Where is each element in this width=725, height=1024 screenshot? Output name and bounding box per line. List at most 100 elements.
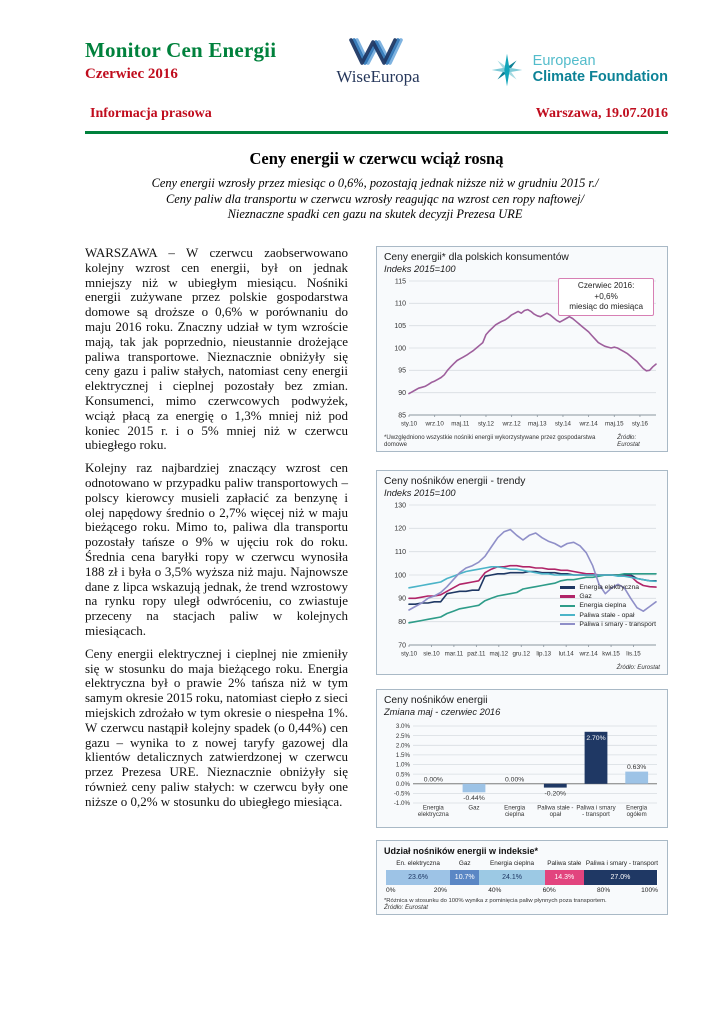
lead-line-2: Ceny paliw dla transportu w czerwcu wzro… <box>165 191 585 206</box>
report-title: Monitor Cen Energii <box>85 38 277 62</box>
weights-axis-tick: 20% <box>433 887 447 894</box>
svg-text:2.0%: 2.0% <box>396 742 411 749</box>
svg-text:gru.12: gru.12 <box>512 651 530 658</box>
svg-text:90: 90 <box>398 596 406 603</box>
chart2-subtitle: Indeks 2015=100 <box>384 488 456 498</box>
svg-text:0.0%: 0.0% <box>396 781 411 788</box>
svg-text:-0.20%: -0.20% <box>545 791 567 798</box>
brand-block: Monitor Cen Energii Czerwiec 2016 <box>85 38 303 83</box>
legend-label: Paliwa stałe - opał <box>579 611 635 619</box>
svg-text:3.0%: 3.0% <box>396 723 411 730</box>
svg-text:2.5%: 2.5% <box>396 733 411 740</box>
body-paragraph-2: Kolejny raz najbardziej znaczący wzrost … <box>85 460 348 638</box>
svg-text:wrz.14: wrz.14 <box>579 421 599 428</box>
svg-text:90: 90 <box>398 390 406 397</box>
weights-axis-tick: 40% <box>488 887 502 894</box>
svg-text:lip.13: lip.13 <box>536 651 551 658</box>
svg-text:100: 100 <box>394 345 406 352</box>
svg-text:kwi.15: kwi.15 <box>602 651 620 658</box>
svg-text:0.63%: 0.63% <box>627 764 646 771</box>
weights-segment-labels: En. elektryczna Gaz Energia cieplna Paliwa … <box>386 860 658 869</box>
svg-text:maj.11: maj.11 <box>451 421 470 428</box>
legend-label: Gaz <box>579 593 592 601</box>
weights-segment: 24.1% <box>479 870 545 885</box>
chart3-subtitle: Zmiana maj - czerwiec 2016 <box>384 707 501 717</box>
svg-text:maj.13: maj.13 <box>528 421 547 428</box>
lead-line-3: Nieznaczne spadki cen gazu na skutek dec… <box>227 207 523 222</box>
svg-text:-0.5%: -0.5% <box>394 791 411 798</box>
chart2-source: Źródło: Eurostat <box>616 664 660 671</box>
page-header: Monitor Cen Energii Czerwiec 2016 WiseEu… <box>85 38 668 88</box>
svg-text:wrz.14: wrz.14 <box>579 651 599 658</box>
legend-label: Energia elektryczna <box>579 584 640 591</box>
svg-text:sty.14: sty.14 <box>555 421 572 428</box>
svg-text:100: 100 <box>394 572 406 579</box>
weights-axis-tick: 0% <box>386 887 396 894</box>
svg-text:Energia: Energia <box>423 805 445 812</box>
legend-swatch <box>560 604 576 608</box>
svg-text:elektryczna: elektryczna <box>418 811 449 818</box>
body-paragraph-1: WARSZAWA – W czerwcu zaobserwowano kolej… <box>85 245 348 453</box>
svg-text:Energia: Energia <box>504 805 526 812</box>
chart1-subtitle: Indeks 2015=100 <box>384 264 456 274</box>
weights-segment: 14.3% <box>544 870 584 885</box>
dateline: Warszawa, 19.07.2016 <box>535 106 668 121</box>
lead-line-1: Ceny energii wzrosły przez miesiąc o 0,6… <box>151 176 599 190</box>
svg-text:0.00%: 0.00% <box>424 776 443 783</box>
ecf-logo-text-european: European <box>532 53 596 70</box>
svg-text:1.5%: 1.5% <box>396 752 411 759</box>
svg-text:95: 95 <box>398 368 406 375</box>
chart2-plot-area: 70 80 90 100 110 120 130 sty.10 sie.10 mar.11 paź.… <box>384 500 660 663</box>
annotation-line-2: +0,6% <box>594 291 618 301</box>
svg-text:115: 115 <box>395 278 406 285</box>
svg-text:85: 85 <box>398 412 406 419</box>
header-divider <box>85 131 668 134</box>
weights-axis-tick: 80% <box>596 887 611 894</box>
weights-segment-label: Energia cieplna <box>490 860 535 867</box>
weights-stacked-bar: 23.6% 10.7% 24.1% 14.3% 27.0% <box>386 870 658 885</box>
svg-text:paź.11: paź.11 <box>467 651 486 658</box>
weights-segment-label: Gaz <box>458 860 471 867</box>
svg-text:130: 130 <box>394 502 406 509</box>
weights-source: Źródło: Eurostat <box>384 904 429 911</box>
annotation-line-1: Czerwiec 2016: <box>577 281 635 290</box>
svg-text:- transport: - transport <box>582 811 610 818</box>
svg-text:ogółem: ogółem <box>627 811 647 818</box>
svg-text:120: 120 <box>394 526 406 533</box>
chart1-footer: *Uwzględniono wszystkie nośniki energii … <box>384 434 660 448</box>
ecf-logo-text: European Climate Foundation <box>533 54 668 85</box>
svg-text:-1.0%: -1.0% <box>394 800 411 807</box>
article-title: Ceny energii w czerwcu wciąż rosną <box>249 149 504 168</box>
wiseeuropa-logo: WiseEuropa <box>303 38 453 87</box>
svg-text:cieplna: cieplna <box>505 811 525 818</box>
content-columns: WARSZAWA – W czerwcu zaobserwowano kolej… <box>85 245 668 915</box>
ecf-star-icon <box>491 53 522 87</box>
svg-text:Energia: Energia <box>626 805 648 812</box>
svg-text:sty.10: sty.10 <box>401 421 418 428</box>
svg-text:-0.44%: -0.44% <box>463 795 485 802</box>
weights-segment: 23.6% <box>386 870 451 885</box>
weights-axis: 0% 20% 40% 60% 80% 100% <box>386 887 658 896</box>
chart1-title: Ceny energii* dla polskich konsumentów <box>384 252 569 263</box>
chart3-title: Ceny nośników energii <box>384 695 488 706</box>
svg-text:105: 105 <box>394 323 406 330</box>
chart2-line-plot: 70 80 90 100 110 120 130 sty.10 sie.10 mar.11 paź.… <box>394 502 657 658</box>
legend-label: Paliwa i smary - transport <box>579 620 656 628</box>
report-edition: Czerwiec 2016 <box>85 66 178 82</box>
weights-axis-tick: 100% <box>641 887 658 894</box>
svg-text:80: 80 <box>398 619 406 626</box>
body-text-column: WARSZAWA – W czerwcu zaobserwowano kolej… <box>85 245 348 915</box>
chart1-footnote: *Uwzględniono wszystkie nośniki energii … <box>384 434 596 448</box>
svg-text:maj.12: maj.12 <box>490 651 509 658</box>
svg-text:sty.12: sty.12 <box>478 421 495 428</box>
weights-segment-label: Paliwa i smary - transport <box>585 860 658 867</box>
legend-swatch <box>560 623 576 626</box>
svg-text:opał: opał <box>550 811 562 818</box>
svg-text:wrz.12: wrz.12 <box>502 421 522 428</box>
svg-text:Paliwa i smary: Paliwa i smary <box>576 805 616 812</box>
chart2-footer: Źródło: Eurostat <box>384 664 660 671</box>
legend-swatch <box>560 595 576 598</box>
body-paragraph-3: Ceny energii elektrycznej i cieplnej nie… <box>85 645 348 809</box>
chart-energy-price-index-panel: Ceny energii* dla polskich konsumentów I… <box>376 246 668 452</box>
svg-text:sty.16: sty.16 <box>632 421 649 428</box>
